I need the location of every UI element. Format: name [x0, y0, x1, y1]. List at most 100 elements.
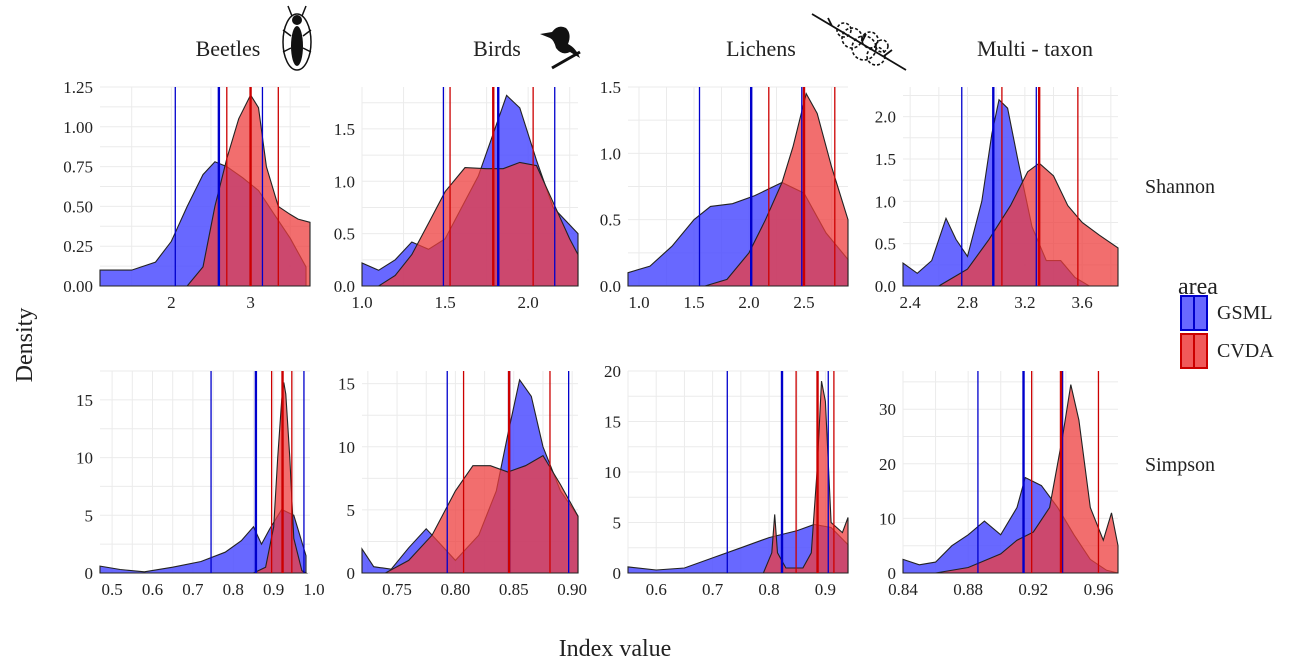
- y-tick-label: 0.00: [63, 277, 93, 296]
- y-tick-label: 10: [338, 438, 355, 457]
- y-tick-label: 1.5: [875, 150, 896, 169]
- y-tick-label: 0.25: [63, 237, 93, 256]
- y-tick-label: 0.5: [600, 211, 621, 230]
- y-tick-label: 10: [879, 509, 896, 528]
- bird-icon-branch: [551, 50, 581, 70]
- x-tick-label: 0.92: [1018, 580, 1048, 599]
- y-tick-label: 1.00: [63, 118, 93, 137]
- facet-label-multi-taxon: Multi - taxon: [977, 36, 1093, 61]
- y-tick-label: 10: [604, 463, 621, 482]
- y-tick-label: 0: [888, 564, 897, 583]
- x-tick-label: 0.9: [815, 580, 836, 599]
- bird-icon-body: [540, 26, 580, 58]
- x-tick-label: 3: [246, 293, 255, 312]
- y-tick-label: 30: [879, 400, 896, 419]
- facet-label-beetles: Beetles: [196, 36, 261, 61]
- density-area-cvda: [936, 162, 1119, 287]
- y-tick-label: 10: [76, 449, 93, 468]
- lichen-icon-branch: [811, 13, 907, 71]
- density-area-cvda: [935, 384, 1119, 574]
- lichen-icon-lobe: [875, 39, 889, 53]
- x-tick-label: 1.5: [434, 293, 455, 312]
- x-tick-label: 3.2: [1014, 293, 1035, 312]
- density-area-cvda: [253, 382, 309, 574]
- x-tick-label: 2.5: [793, 293, 814, 312]
- density-area-gsml: [99, 508, 307, 574]
- y-tick-label: 0.0: [600, 277, 621, 296]
- panel-simpson-multi-taxon: 0.84 0.88 0.92 0.96 0 10 20 30: [879, 371, 1119, 599]
- facet-label-shannon: Shannon: [1145, 176, 1215, 198]
- panel-shannon-lichens: 1.0 1.5 2.0 2.5 0.0 0.5 1.0 1.5: [600, 78, 849, 312]
- lichen-icon-lobe: [836, 22, 852, 38]
- x-tick-label: 1.0: [628, 293, 649, 312]
- x-tick-label: 1.0: [303, 580, 324, 599]
- y-tick-label: 5: [85, 506, 94, 525]
- beetle-icon: [282, 5, 312, 71]
- y-tick-label: 0: [85, 564, 94, 583]
- beetle-icon-legs: [282, 5, 312, 53]
- density-area-cvda: [704, 92, 849, 287]
- panel-shannon-birds: 1.0 1.5 2.0 0.0 0.5 1.0 1.5: [334, 87, 579, 312]
- x-tick-label: 0.8: [758, 580, 779, 599]
- y-axis-label: Density: [12, 308, 38, 383]
- y-tick-label: 1.0: [334, 172, 355, 191]
- y-tick-label: 15: [76, 391, 93, 410]
- x-tick-label: 0.85: [499, 580, 529, 599]
- y-tick-label: 15: [338, 375, 355, 394]
- x-tick-label: 1.5: [683, 293, 704, 312]
- panels-layer: 2 30.000.250.500.751.001.251.0 1.5 2.00.00.…: [63, 78, 1119, 599]
- x-tick-label: 0.7: [182, 580, 204, 599]
- x-tick-label: 0.7: [702, 580, 724, 599]
- panel-shannon-multi-taxon: 2.4 2.8 3.2 3.6 0.0 0.5 1.0 1.5 2.0: [875, 87, 1119, 312]
- legend-label-cvda: CVDA: [1217, 340, 1274, 362]
- x-tick-label: 2: [167, 293, 176, 312]
- x-tick-label: 0.8: [223, 580, 244, 599]
- x-tick-label: 2.0: [738, 293, 759, 312]
- beetle-icon-head: [292, 15, 302, 25]
- x-tick-label: 2.8: [957, 293, 978, 312]
- x-tick-label: 0.6: [142, 580, 163, 599]
- x-tick-label: 0.6: [646, 580, 667, 599]
- y-tick-label: 5: [347, 501, 356, 520]
- x-tick-label: 1.0: [351, 293, 372, 312]
- y-tick-label: 5: [613, 514, 622, 533]
- facet-label-simpson: Simpson: [1145, 454, 1215, 476]
- y-tick-label: 20: [879, 455, 896, 474]
- y-tick-label: 0.50: [63, 197, 93, 216]
- y-tick-label: 1.5: [334, 120, 355, 139]
- icons-layer: [282, 5, 907, 71]
- lichen-icon-lobe: [861, 31, 879, 49]
- y-tick-label: 1.0: [600, 144, 621, 163]
- x-tick-label: 0.84: [888, 580, 918, 599]
- panel-shannon-beetles: 2 3 0.00 0.25 0.50 0.75 1.00 1.25: [63, 78, 311, 312]
- facet-label-birds: Birds: [473, 36, 521, 61]
- y-tick-label: 0.5: [334, 225, 355, 244]
- x-tick-label: 0.9: [263, 580, 284, 599]
- y-tick-label: 1.0: [875, 192, 896, 211]
- y-tick-label: 0.0: [334, 277, 355, 296]
- density-area-cvda: [376, 161, 579, 287]
- facet-label-lichens: Lichens: [726, 36, 796, 61]
- x-tick-label: 0.5: [101, 580, 122, 599]
- y-tick-label: 0.75: [63, 158, 93, 177]
- x-axis-label: Index value: [559, 636, 672, 662]
- x-tick-label: 0.75: [382, 580, 412, 599]
- y-tick-label: 15: [604, 413, 621, 432]
- y-tick-label: 2.0: [875, 108, 896, 127]
- x-tick-label: 3.6: [1072, 293, 1093, 312]
- beetle-icon-body: [291, 26, 303, 66]
- panel-simpson-beetles: 0.5 0.6 0.7 0.8 0.9 1.0 0 5 10 15: [76, 370, 325, 599]
- panel-simpson-birds: 0.75 0.80 0.85 0.90 0 5 10 15: [338, 371, 587, 599]
- y-tick-label: 1.25: [63, 78, 93, 97]
- x-tick-label: 0.90: [557, 580, 587, 599]
- y-tick-label: 0.0: [875, 277, 896, 296]
- y-tick-label: 0: [347, 564, 356, 583]
- density-area-cvda: [385, 454, 579, 574]
- panel-simpson-lichens: 0.6 0.7 0.8 0.9 0 5 10 15 20: [604, 362, 849, 599]
- y-tick-label: 0: [613, 564, 622, 583]
- lichen-icon: [811, 13, 907, 71]
- y-tick-label: 20: [604, 362, 621, 381]
- y-tick-label: 1.5: [600, 78, 621, 97]
